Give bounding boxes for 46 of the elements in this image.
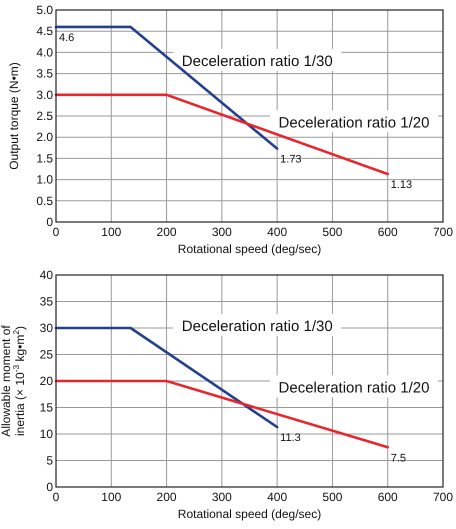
y-tick-label: 3.0 [36,88,54,102]
y-tick-label: 2.0 [36,130,54,144]
y-tick-label: 0.5 [36,194,54,208]
y-tick-label: 0 [46,480,54,494]
series-label: Deceleration ratio 1/30 [182,52,333,70]
x-tick-label: 500 [322,225,343,239]
x-tick-label: 600 [378,225,398,239]
data-label: 1.73 [280,154,302,166]
series-label: Deceleration ratio 1/20 [278,114,430,132]
y-tick-label: 4.0 [36,45,54,60]
y-tick-label: 40 [40,268,54,282]
x-tick-label: 500 [322,490,343,504]
y-tick-label: 3.5 [36,66,54,81]
y-tick-label: 1.0 [36,172,54,187]
data-label: 1.13 [390,179,412,192]
x-tick-label: 700 [432,225,454,239]
x-tick-label: 200 [156,225,177,239]
x-axis-title: Rotational speed (deg/sec) [178,242,322,256]
x-tick-label: 200 [156,490,177,504]
y-tick-label: 4.5 [36,24,54,38]
x-tick-label: 400 [267,490,288,504]
x-tick-label: 300 [212,225,232,239]
x-axis-title: Rotational speed (deg/sec) [178,507,322,521]
y-tick-label: 30 [40,321,54,335]
x-tick-label: 400 [267,225,288,239]
y-tick-label: 1.5 [36,151,54,166]
y-tick-label: 5 [46,454,54,468]
y-tick-label: 15 [40,400,54,414]
y-axis-title: Output torque (N•m) [7,62,21,170]
y-tick-label: 10 [40,427,54,441]
y-tick-label: 35 [40,294,54,308]
x-tick-label: 100 [101,490,122,504]
data-label: 7.5 [390,452,406,464]
y-tick-label: 0 [46,215,54,229]
series-label: Deceleration ratio 1/30 [182,318,333,335]
x-tick-label: 600 [378,490,398,504]
x-tick-label: 100 [101,225,122,239]
x-tick-label: 300 [212,490,232,504]
y-tick-label: 20 [40,374,54,388]
y-tick-label: 5.0 [36,3,54,17]
y-tick-label: 25 [40,348,54,362]
data-label: 11.3 [280,432,301,444]
x-tick-label: 700 [432,490,454,504]
y-tick-label: 2.5 [36,109,54,123]
series-label: Deceleration ratio 1/20 [278,379,430,396]
data-label: 4.6 [59,32,74,44]
